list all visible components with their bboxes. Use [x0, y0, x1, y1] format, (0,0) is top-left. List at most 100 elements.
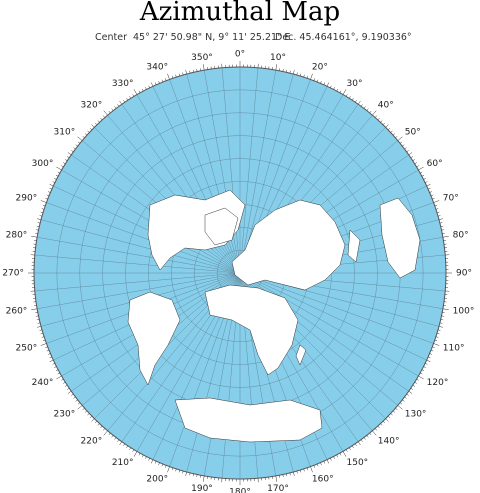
- edge-tick: [408, 152, 413, 156]
- edge-tick: [406, 393, 409, 396]
- south-america: [127, 291, 181, 386]
- edge-tick: [97, 423, 100, 426]
- edge-tick: [354, 100, 357, 103]
- edge-tick: [36, 315, 39, 317]
- edge-tick: [402, 144, 405, 147]
- edge-tick: [385, 124, 389, 128]
- edge-tick: [342, 451, 347, 457]
- radial-line: [239, 272, 427, 361]
- edge-tick: [345, 449, 348, 452]
- bearing-label: 60°: [427, 159, 443, 169]
- radial-line: [46, 202, 241, 274]
- edge-tick: [47, 353, 51, 355]
- edge-tick: [202, 475, 205, 482]
- bearing-label: 180°: [229, 488, 251, 493]
- edge-tick: [425, 181, 428, 183]
- edge-tick: [441, 315, 444, 317]
- edge-tick: [374, 428, 377, 431]
- edge-tick: [108, 110, 111, 114]
- edge-tick: [40, 200, 47, 203]
- radial-line: [37, 272, 241, 309]
- edge-tick: [178, 469, 181, 473]
- edge-tick: [52, 181, 55, 183]
- edge-tick: [31, 235, 38, 238]
- edge-tick: [437, 215, 441, 217]
- edge-tick: [56, 166, 62, 171]
- edge-tick: [175, 468, 177, 472]
- edge-tick: [429, 353, 433, 355]
- edge-tick: [412, 384, 415, 387]
- edge-tick: [165, 78, 167, 81]
- bearing-label: 280°: [6, 230, 28, 240]
- edge-tick: [377, 117, 380, 121]
- edge-tick: [423, 178, 426, 180]
- edge-tick: [282, 69, 284, 72]
- edge-tick: [67, 390, 72, 394]
- bearing-label: 70°: [443, 194, 459, 204]
- radial-line: [34, 254, 241, 274]
- edge-tick: [418, 166, 424, 171]
- edge-tick: [37, 218, 42, 220]
- edge-tick: [372, 110, 377, 116]
- edge-tick: [426, 359, 431, 362]
- edge-tick: [432, 198, 435, 200]
- bearing-label: 290°: [16, 194, 38, 204]
- edge-tick: [357, 441, 361, 446]
- bearing-label: 100°: [453, 307, 475, 317]
- edge-tick: [380, 423, 383, 426]
- edge-tick: [61, 378, 64, 381]
- edge-tick: [123, 100, 126, 103]
- edge-tick: [154, 461, 157, 464]
- edge-tick: [286, 473, 288, 477]
- radial-line: [37, 237, 241, 274]
- edge-tick: [385, 418, 389, 422]
- edge-tick: [41, 336, 45, 338]
- edge-tick: [65, 384, 68, 387]
- landmasses: [127, 189, 421, 443]
- edge-tick: [425, 363, 428, 365]
- edge-tick: [380, 120, 383, 123]
- edge-tick: [369, 110, 372, 114]
- edge-tick: [185, 471, 187, 476]
- edge-tick: [46, 194, 50, 197]
- edge-tick: [369, 432, 372, 436]
- edge-tick: [430, 349, 434, 352]
- bearing-label: 330°: [112, 79, 134, 89]
- edge-tick: [296, 72, 298, 76]
- edge-tick: [55, 174, 59, 177]
- edge-tick: [196, 69, 198, 72]
- bearing-label: 50°: [405, 128, 421, 138]
- edge-tick: [36, 319, 40, 321]
- edge-tick: [40, 332, 44, 335]
- edge-tick: [275, 64, 278, 71]
- bearing-label: 260°: [6, 307, 28, 317]
- edge-tick: [192, 473, 194, 477]
- edge-tick: [299, 469, 302, 473]
- radial-line: [239, 272, 419, 377]
- edge-tick: [330, 458, 332, 461]
- edge-tick: [351, 445, 354, 448]
- edge-tick: [82, 136, 85, 139]
- edge-tick: [360, 439, 363, 442]
- edge-tick: [148, 85, 150, 88]
- edge-tick: [71, 150, 74, 153]
- edge-tick: [392, 410, 396, 413]
- edge-tick: [316, 79, 319, 83]
- edge-tick: [323, 461, 326, 464]
- edge-tick: [434, 204, 438, 207]
- edge-tick: [75, 399, 78, 402]
- edge-tick: [82, 407, 85, 410]
- edge-tick: [165, 465, 167, 468]
- edge-tick: [91, 124, 95, 128]
- edge-tick: [151, 459, 154, 464]
- center-dms: 45° 27' 50.98" N, 9° 11' 25.21" E: [133, 32, 290, 43]
- edge-tick: [141, 454, 144, 458]
- edge-tick: [91, 418, 95, 422]
- edge-tick: [440, 319, 444, 321]
- edge-tick: [119, 441, 123, 446]
- edge-tick: [382, 122, 386, 125]
- edge-tick: [77, 141, 81, 144]
- edge-tick: [126, 98, 129, 101]
- africa: [204, 284, 299, 376]
